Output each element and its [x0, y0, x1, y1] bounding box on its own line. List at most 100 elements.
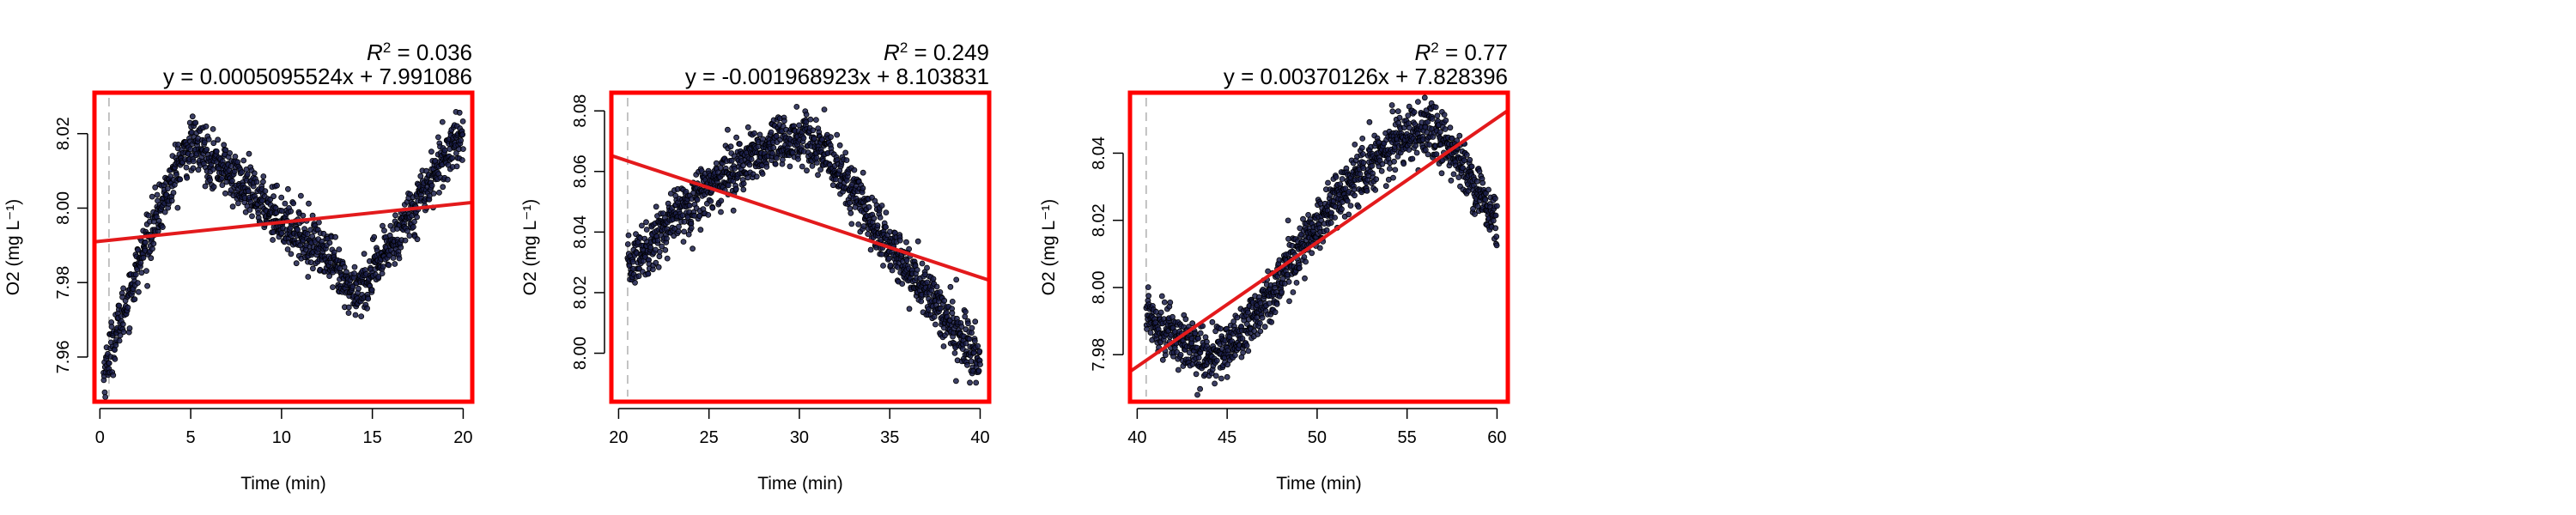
data-point: [899, 281, 906, 288]
data-point: [1364, 187, 1370, 194]
data-point: [106, 360, 112, 367]
r-squared-annotation: R2 = 0.036: [367, 39, 472, 66]
data-point: [924, 264, 930, 271]
scatter-points: [624, 104, 983, 386]
scatter-points: [1143, 93, 1500, 398]
x-tick-label: 55: [1398, 428, 1417, 447]
data-point: [1197, 385, 1203, 392]
x-axis-label: Time (min): [1276, 474, 1362, 494]
data-point: [204, 146, 210, 153]
data-point: [1390, 174, 1396, 181]
data-point: [768, 129, 775, 136]
data-point: [119, 321, 126, 328]
data-point: [1251, 328, 1257, 335]
data-point: [1429, 116, 1436, 122]
data-point: [244, 171, 251, 178]
data-point: [667, 191, 674, 197]
data-point: [1333, 173, 1340, 180]
data-point: [1438, 170, 1445, 177]
data-point: [1482, 197, 1489, 203]
data-point: [1463, 151, 1470, 158]
x-tick-label: 40: [970, 428, 989, 447]
data-point: [260, 173, 267, 179]
x-tick-label: 5: [186, 428, 196, 447]
data-point: [227, 149, 234, 156]
data-point: [1213, 357, 1220, 364]
data-point: [903, 257, 910, 264]
data-point: [834, 131, 841, 138]
data-point: [664, 235, 670, 242]
data-point: [229, 203, 236, 210]
data-point: [1426, 142, 1433, 148]
data-point: [1159, 356, 1166, 363]
data-point: [1344, 197, 1351, 204]
data-point: [1493, 233, 1500, 240]
data-point: [1268, 318, 1275, 325]
data-point: [192, 119, 199, 126]
data-point: [404, 227, 410, 234]
data-point: [326, 273, 333, 280]
y-tick-label: 8.08: [571, 94, 590, 128]
data-point: [877, 214, 884, 221]
data-point: [848, 221, 855, 227]
data-point: [1432, 104, 1439, 111]
data-point: [352, 312, 359, 318]
data-point: [655, 264, 662, 270]
data-point: [746, 161, 753, 168]
data-point: [428, 148, 434, 155]
data-point: [1425, 118, 1431, 125]
data-point: [1391, 158, 1397, 165]
data-point: [828, 134, 834, 141]
data-point: [1162, 352, 1169, 359]
data-point: [1479, 179, 1486, 186]
data-point: [1332, 215, 1338, 221]
data-point: [748, 156, 755, 162]
data-point: [949, 298, 956, 305]
data-point: [756, 131, 763, 138]
data-point: [963, 308, 969, 315]
y-tick-label: 7.98: [1090, 338, 1109, 372]
data-point: [102, 394, 109, 400]
data-point: [190, 165, 197, 172]
data-point: [753, 173, 760, 180]
data-point: [402, 237, 409, 244]
data-point: [168, 197, 175, 204]
data-point: [1327, 220, 1334, 227]
data-point: [1157, 309, 1164, 316]
data-point: [906, 245, 912, 252]
data-point: [1379, 161, 1386, 167]
data-point: [967, 379, 973, 386]
data-point: [883, 224, 889, 230]
data-point: [460, 146, 466, 153]
data-point: [815, 172, 821, 179]
data-point: [449, 154, 456, 161]
data-point: [969, 324, 975, 331]
data-point: [977, 361, 983, 367]
data-point: [653, 259, 659, 266]
data-point: [925, 306, 932, 312]
data-point: [1413, 142, 1419, 149]
data-point: [1257, 328, 1264, 335]
data-point: [148, 255, 155, 262]
data-point: [1352, 141, 1358, 148]
data-point: [1373, 176, 1380, 183]
data-point: [309, 265, 316, 272]
data-point: [865, 231, 872, 238]
data-point: [332, 233, 339, 240]
data-point: [406, 233, 413, 239]
data-point: [1389, 108, 1396, 115]
data-point: [184, 174, 191, 181]
data-point: [889, 267, 896, 274]
data-point: [681, 228, 688, 235]
data-point: [251, 170, 258, 177]
data-point: [781, 118, 787, 124]
data-point: [428, 182, 435, 189]
data-point: [297, 192, 304, 199]
data-point: [1358, 144, 1365, 151]
data-point: [240, 157, 247, 164]
data-point: [728, 157, 735, 164]
data-point: [1492, 225, 1499, 232]
data-point: [290, 200, 297, 207]
data-point: [1447, 124, 1454, 131]
data-point: [459, 131, 466, 138]
